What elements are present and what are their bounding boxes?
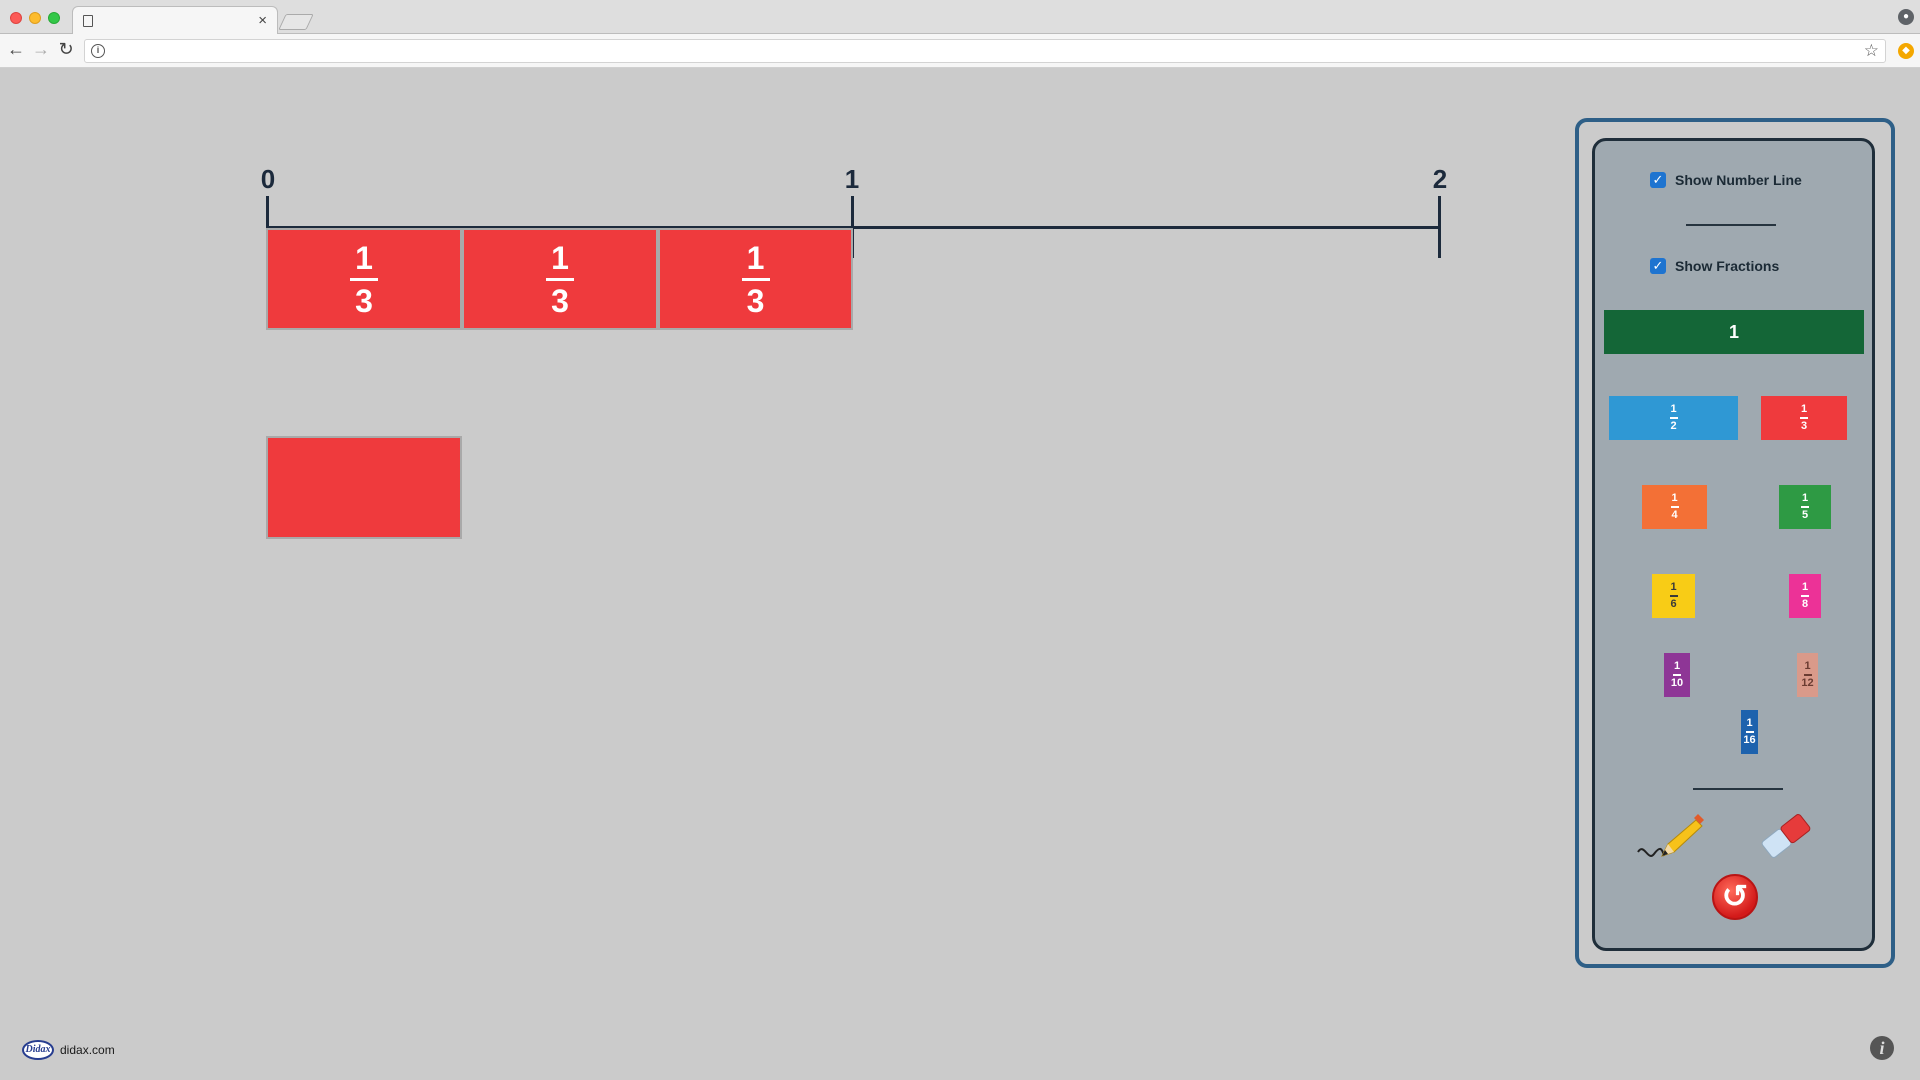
numerator: 1	[1673, 660, 1681, 673]
number-line-tick-2	[1438, 196, 1441, 258]
reload-icon[interactable]: ↻	[58, 39, 74, 59]
numerator: 1	[1801, 492, 1809, 505]
numerator: 1	[746, 239, 765, 276]
fraction-label: 1 3	[268, 230, 460, 328]
number-line-label-2: 2	[1432, 164, 1448, 194]
denominator: 10	[1670, 676, 1684, 689]
show-fractions-label: Show Fractions	[1675, 258, 1780, 274]
address-bar[interactable]: i ☆	[84, 39, 1886, 63]
show-number-line-label: Show Number Line	[1675, 172, 1802, 188]
fraction-tile-1-10[interactable]: 1 10	[1664, 653, 1690, 697]
denominator: 16	[1743, 733, 1756, 746]
forward-icon[interactable]: →	[32, 39, 50, 59]
fraction-bar	[1801, 595, 1809, 597]
denominator: 4	[1671, 508, 1678, 521]
fraction-bar	[1801, 506, 1809, 508]
whole-label: 1	[1728, 321, 1739, 342]
pencil-icon[interactable]	[1634, 812, 1704, 864]
extension-icon[interactable]: ◆	[1898, 43, 1914, 59]
didax-logo: Didax	[22, 1040, 54, 1060]
numerator: 1	[1671, 492, 1678, 505]
numerator: 1	[1670, 581, 1677, 594]
show-fractions-toggle[interactable]: ✓ Show Fractions	[1650, 258, 1779, 274]
numerator: 1	[1804, 660, 1811, 673]
numerator: 1	[1801, 581, 1809, 594]
new-tab-button[interactable]	[278, 14, 314, 30]
denominator: 3	[355, 282, 373, 319]
browser-tab[interactable]: ×	[72, 6, 278, 35]
eraser-icon[interactable]	[1758, 812, 1814, 860]
didax-brand[interactable]: Didax didax.com	[22, 1040, 115, 1060]
minimize-window-button[interactable]	[29, 12, 41, 24]
denominator: 3	[1800, 419, 1808, 432]
denominator: 3	[746, 282, 765, 319]
fraction-bar	[546, 277, 574, 281]
fraction-label: 1 3	[464, 230, 656, 328]
denominator: 6	[1670, 597, 1677, 610]
profile-icon[interactable]: ●	[1898, 9, 1914, 25]
fraction-bar	[1669, 417, 1678, 419]
show-number-line-toggle[interactable]: ✓ Show Number Line	[1650, 172, 1802, 188]
denominator: 8	[1801, 597, 1809, 610]
info-icon[interactable]: i	[1870, 1036, 1894, 1060]
placed-fraction-piece[interactable]: 1 3	[658, 228, 853, 330]
number-line-label-0: 0	[260, 164, 276, 194]
didax-site-link[interactable]: didax.com	[60, 1043, 115, 1057]
fraction-label: 1 3	[660, 230, 851, 328]
checkbox-checked-icon[interactable]: ✓	[1650, 172, 1666, 188]
close-window-button[interactable]	[10, 12, 22, 24]
number-line-tick-0	[266, 196, 269, 228]
denominator: 2	[1670, 419, 1677, 432]
placed-fraction-piece[interactable]: 1 3	[462, 228, 658, 330]
fraction-bar	[741, 277, 770, 281]
panel-divider	[1686, 224, 1776, 226]
numerator: 1	[1670, 403, 1677, 416]
page-icon	[83, 15, 93, 27]
fraction-bar	[1745, 731, 1754, 733]
fraction-bar	[1803, 674, 1812, 676]
panel-divider	[1693, 788, 1783, 790]
browser-tabstrip: × ●	[0, 0, 1920, 35]
fraction-bar	[1673, 674, 1681, 676]
fraction-tile-1-12[interactable]: 1 12	[1797, 653, 1818, 697]
checkbox-checked-icon[interactable]: ✓	[1650, 258, 1666, 274]
numerator: 1	[1800, 403, 1808, 416]
star-icon[interactable]: ☆	[1863, 41, 1879, 60]
number-line-label-1: 1	[844, 164, 860, 194]
reset-icon[interactable]: ↺	[1712, 874, 1758, 920]
info-icon[interactable]: i	[91, 44, 105, 58]
control-panel	[1592, 138, 1875, 951]
browser-toolbar: ← → ↻ i ☆ ◆	[0, 34, 1920, 68]
numerator: 1	[355, 239, 373, 276]
tab-close-icon[interactable]: ×	[258, 12, 267, 29]
denominator: 5	[1801, 508, 1809, 521]
fraction-tile-1-16[interactable]: 1 16	[1741, 710, 1758, 754]
back-icon[interactable]: ←	[7, 39, 25, 59]
fraction-bar	[1670, 506, 1679, 508]
denominator: 12	[1801, 676, 1814, 689]
numerator: 1	[551, 239, 569, 276]
whole-bar-tile[interactable]: 1	[1604, 310, 1864, 354]
fraction-bar	[1800, 417, 1808, 419]
numerator: 1	[1746, 717, 1753, 730]
maximize-window-button[interactable]	[48, 12, 60, 24]
fraction-bar	[350, 277, 378, 281]
number-line-tick-1	[851, 196, 854, 258]
denominator: 3	[551, 282, 569, 319]
control-panel-frame	[1575, 118, 1895, 968]
fraction-bar	[1669, 595, 1678, 597]
loose-fraction-piece[interactable]	[266, 436, 462, 539]
placed-fraction-piece[interactable]: 1 3	[266, 228, 462, 330]
